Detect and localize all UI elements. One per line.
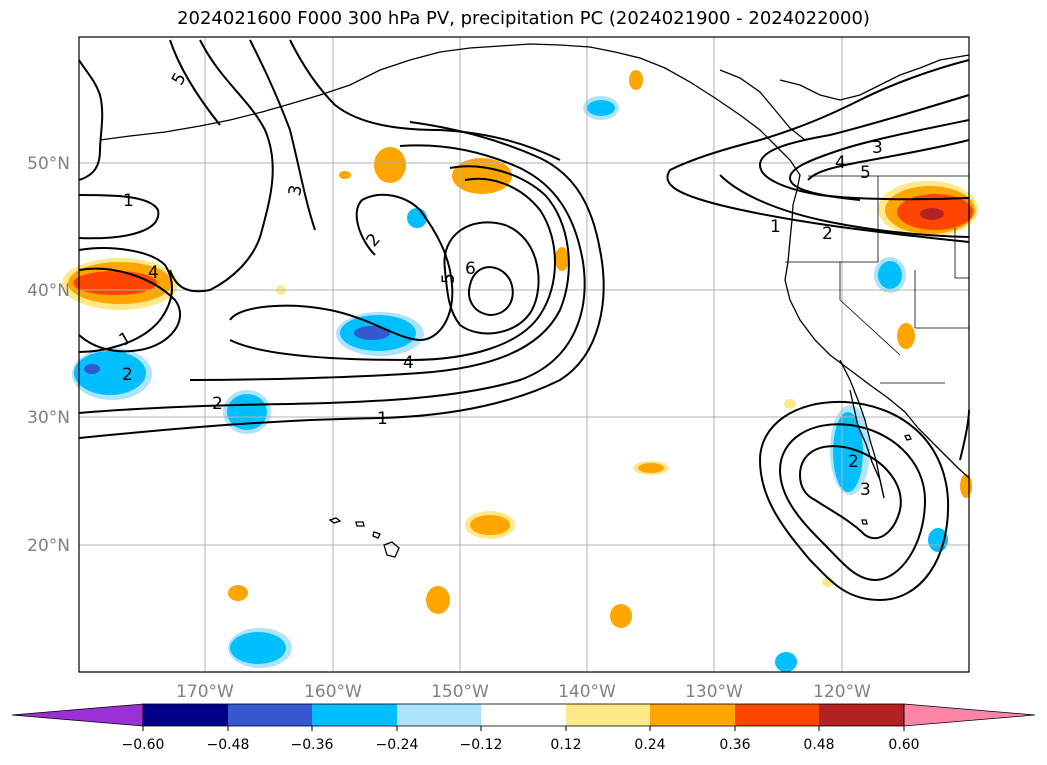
- contour-label: 2: [122, 365, 133, 385]
- lon-label: 120°W: [813, 682, 871, 702]
- contour-label: 5: [860, 163, 871, 183]
- colorbar-tick-label: 0.60: [888, 737, 919, 753]
- contour-label: 1: [770, 217, 781, 237]
- colorbar-cell: [312, 704, 397, 726]
- pv-contours: [78, 39, 970, 602]
- lon-label: 140°W: [558, 682, 616, 702]
- contour-label: 2: [212, 394, 223, 414]
- contour-label: 1: [377, 409, 388, 429]
- lon-label: 130°W: [685, 682, 743, 702]
- colorbar-extend-min: [11, 703, 144, 727]
- lon-label: 170°W: [176, 682, 234, 702]
- contour-label: 4: [148, 263, 159, 283]
- lon-tick-labels: 170°W 160°W 150°W 140°W 130°W 120°W: [176, 682, 871, 702]
- colorbar-tick-label: 0.48: [803, 737, 834, 753]
- contour-label: 4: [403, 353, 414, 373]
- contour-label: 2: [822, 224, 833, 244]
- contour-label: 3: [860, 480, 871, 500]
- lat-label: 20°N: [27, 536, 70, 556]
- lat-tick-labels: 50°N 40°N 30°N 20°N: [27, 154, 70, 556]
- colorbar-tick-label: −0.48: [207, 737, 250, 753]
- political-borders: [785, 175, 969, 384]
- colorbar-tick-label: 0.24: [634, 737, 665, 753]
- colorbar-tick-label: −0.36: [291, 737, 334, 753]
- colorbar-cell: [566, 704, 650, 726]
- colorbar-tick-label: 0.36: [719, 737, 750, 753]
- colorbar-tick-label: 0.12: [550, 737, 581, 753]
- map-area: [79, 37, 969, 672]
- coastlines: [99, 43, 970, 558]
- contour-label: 3: [285, 184, 307, 198]
- colorbar-tick-label: −0.60: [122, 737, 165, 753]
- contour-label: 2: [848, 452, 859, 472]
- contour-label: 1: [123, 191, 134, 211]
- colorbar-cell: [397, 704, 481, 726]
- colorbar-cell: [819, 704, 904, 726]
- lon-label: 160°W: [304, 682, 362, 702]
- colorbar-cell: [650, 704, 735, 726]
- contour-label: 3: [872, 138, 883, 158]
- colorbar-cell: [228, 704, 312, 726]
- lat-label: 40°N: [27, 281, 70, 301]
- contour-label: 5: [439, 273, 459, 284]
- map-frame: [78, 36, 970, 673]
- colorbar: −0.60 −0.48 −0.36 −0.24 −0.12 0.12 0.24 …: [11, 703, 1036, 753]
- lat-label: 30°N: [27, 408, 70, 428]
- graticule: [79, 37, 969, 672]
- map-title: 2024021600 F000 300 hPa PV, precipitatio…: [177, 8, 870, 29]
- contour-label: 4: [835, 153, 846, 173]
- lat-label: 50°N: [27, 154, 70, 174]
- colorbar-tick-label: −0.12: [460, 737, 503, 753]
- lon-label: 150°W: [431, 682, 489, 702]
- precip-shading: [62, 70, 978, 672]
- colorbar-cell: [143, 704, 228, 726]
- colorbar-tick-label: −0.24: [376, 737, 419, 753]
- colorbar-extend-max: [903, 703, 1036, 727]
- colorbar-cell: [735, 704, 819, 726]
- colorbar-cell: [481, 704, 566, 726]
- contour-label: 6: [465, 259, 476, 279]
